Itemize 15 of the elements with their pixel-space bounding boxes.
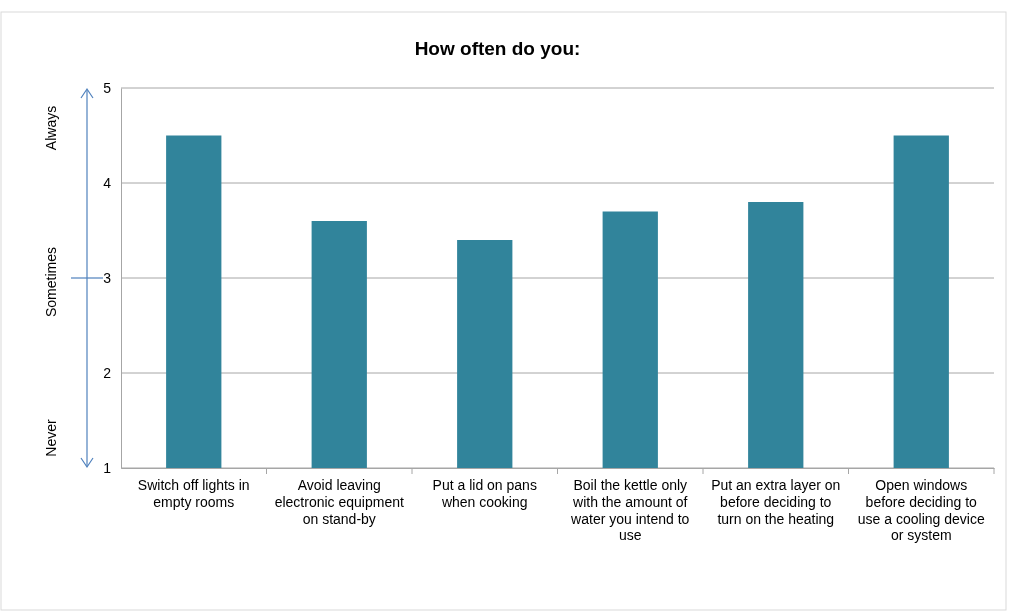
y-tick-label: 1 — [103, 459, 112, 476]
x-tick-label: Switch off lights in empty rooms — [137, 476, 250, 510]
text: Never — [42, 419, 59, 457]
x-tick-label: Open windows before deciding to use a cooling device or system — [857, 476, 985, 544]
text: Sometimes — [42, 246, 59, 318]
x-tick-label: Put a lid on pans when cooking — [432, 476, 537, 510]
x-tick-label: Avoid leaving electronic equipment on stand-by — [274, 476, 404, 527]
y-tick-label: 3 — [103, 269, 112, 286]
x-tick-label: Boil the kettle only with the amount of water you intend to use — [570, 476, 690, 544]
chart-title: How often do you: — [414, 38, 581, 59]
x-tick-label: Put an extra layer on before deciding to turn on the heating — [711, 476, 841, 527]
y-tick-label: 4 — [103, 174, 112, 191]
y-tick-label: 5 — [103, 79, 112, 96]
text: Always — [42, 105, 59, 151]
y-tick-label: 2 — [103, 364, 112, 381]
